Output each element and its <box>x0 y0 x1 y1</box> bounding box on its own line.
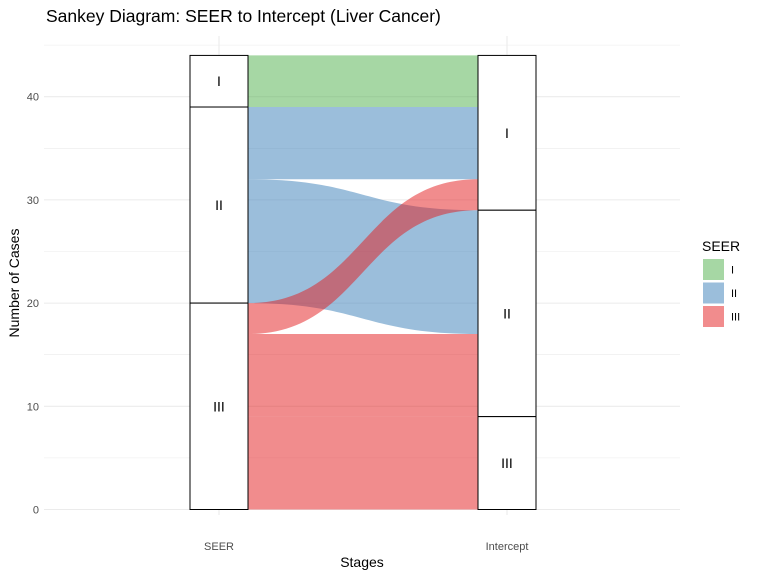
legend-label-ii: II <box>731 288 737 300</box>
legend-swatch-i <box>703 259 724 280</box>
stratum-label-seer-i: I <box>217 73 221 89</box>
flow-ribbon-iii-to-ii <box>248 334 478 417</box>
legend-label-iii: III <box>731 312 740 324</box>
axes: 0 10 20 30 40 SEER Intercept <box>27 92 529 553</box>
y-tick-label: 30 <box>27 195 39 207</box>
stratum-box-seer-ii <box>189 106 249 304</box>
x-tick-label-intercept: Intercept <box>486 541 529 553</box>
y-axis-title: Number of Cases <box>6 229 22 338</box>
legend-title: SEER <box>702 238 740 254</box>
legend-label-i: I <box>731 265 734 277</box>
x-tick-label-seer: SEER <box>204 541 234 553</box>
flow-ribbon-i-to-i <box>248 55 478 108</box>
y-tick-label: 10 <box>27 401 39 413</box>
stratum-label-intercept-iii: III <box>501 455 513 471</box>
stratum-label-intercept-i: I <box>505 125 509 141</box>
stratum-box-intercept-iii <box>477 416 537 510</box>
stratum-label-seer-ii: II <box>215 197 223 213</box>
stratum-label-intercept-ii: II <box>503 305 511 321</box>
legend-swatch-ii <box>703 282 724 304</box>
stratum-box-seer-iii <box>189 302 249 510</box>
y-tick-label: 0 <box>33 505 39 517</box>
flow-ribbon-iii-to-i <box>248 179 478 335</box>
stratum-box-seer-i <box>189 54 249 108</box>
x-axis-title: Stages <box>340 554 384 570</box>
flow-ribbon-iii-to-iii <box>248 416 478 510</box>
y-tick-label: 20 <box>27 298 39 310</box>
flow-ribbon-ii-to-i <box>248 107 478 180</box>
chart-title: Sankey Diagram: SEER to Intercept (Liver… <box>46 6 441 26</box>
legend-swatch-iii <box>703 306 724 327</box>
stratum-box-intercept-i <box>477 54 537 211</box>
y-tick-label: 40 <box>27 92 39 104</box>
stratum-label-seer-iii: III <box>213 398 225 414</box>
stratum-box-intercept-ii <box>477 209 537 418</box>
flow-ribbons <box>248 55 478 510</box>
